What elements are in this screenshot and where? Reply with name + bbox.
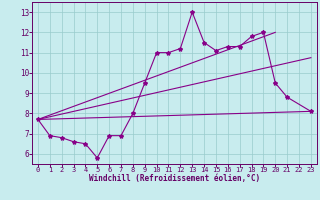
X-axis label: Windchill (Refroidissement éolien,°C): Windchill (Refroidissement éolien,°C)	[89, 174, 260, 183]
